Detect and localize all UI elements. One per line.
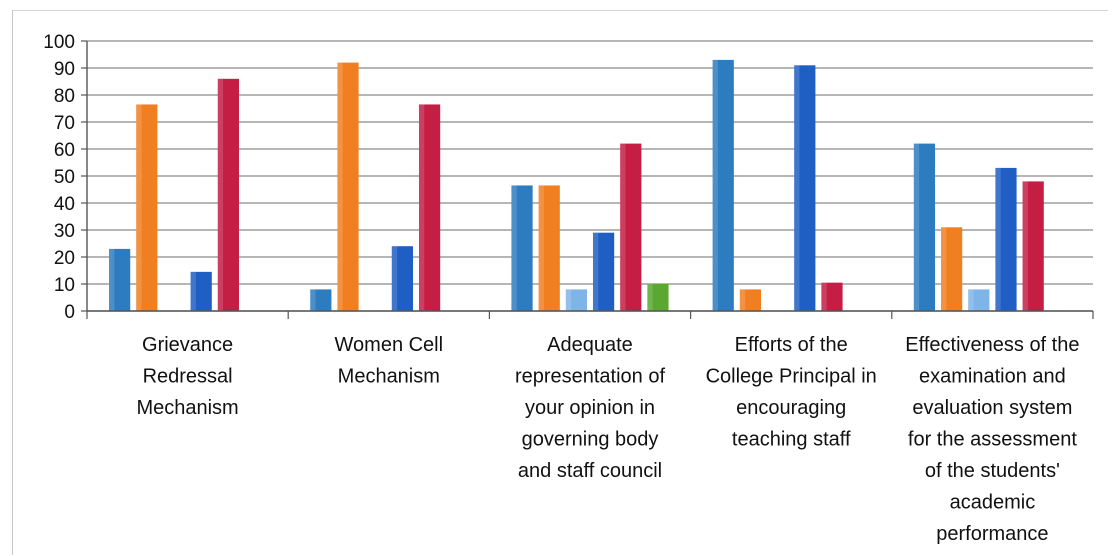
bar-series-2-cat-1	[136, 104, 158, 311]
y-tick-label: 70	[54, 113, 75, 134]
bar-highlight	[337, 62, 343, 311]
x-category-label-line: representation of	[515, 366, 666, 388]
bar-series-1-cat-2	[310, 289, 332, 311]
x-category-label: Women Cell Mechanism	[335, 334, 444, 388]
x-category-label-line: Mechanism	[338, 366, 440, 388]
bar-series-1-cat-4	[712, 59, 734, 312]
x-category-label-line: Efforts of the	[735, 334, 848, 356]
y-tick-label: 0	[64, 302, 75, 323]
x-category-label-line: College Principal in	[706, 366, 877, 388]
bar-highlight	[941, 227, 947, 311]
x-category-label-line: teaching staff	[732, 429, 851, 451]
bar-series-5-cat-4	[821, 282, 843, 311]
y-tick-label: 60	[54, 140, 75, 161]
bar-series-2-cat-3	[538, 185, 560, 311]
x-category-label: Adequate representation of your opinion in…	[515, 334, 666, 482]
y-tick-label: 90	[54, 59, 75, 80]
y-tick-label: 50	[54, 167, 75, 188]
x-category-label-line: academic	[950, 492, 1036, 514]
bar-highlight	[794, 65, 800, 311]
bar-series-3-cat-5	[968, 289, 990, 311]
y-tick-label: 30	[54, 221, 75, 242]
bar-highlight	[391, 246, 398, 311]
bar-highlight	[136, 104, 142, 311]
bar-series-1-cat-3	[511, 185, 533, 311]
x-category-label-line: Grievance	[142, 334, 233, 356]
bar-series-5-cat-5	[1022, 181, 1044, 311]
x-category-label-line: Mechanism	[136, 397, 238, 419]
bar-series-4-cat-1	[190, 271, 212, 311]
y-tick-label: 100	[43, 32, 75, 53]
bar-series-5-cat-1	[217, 78, 239, 311]
bar-highlight	[995, 167, 1001, 311]
bar-series-4-cat-4	[794, 65, 816, 311]
bar-highlight	[190, 271, 196, 311]
bar-highlight	[620, 143, 626, 311]
bar-highlight	[511, 185, 517, 311]
bar-highlight	[565, 289, 572, 311]
y-tick-label: 20	[54, 248, 75, 269]
labels: 0 10 20 30 40 50 60 70 80 90 100 Grievance Redressal…	[43, 32, 1079, 545]
x-category-label-line: and staff council	[518, 460, 662, 482]
bar-series-5-cat-2	[418, 104, 441, 311]
bar-highlight	[913, 143, 920, 311]
bar-highlight	[418, 104, 425, 311]
axes	[81, 40, 1094, 319]
bar-highlight	[538, 185, 544, 311]
bar-series-5-cat-3	[620, 143, 642, 311]
x-category-label-line: Redressal	[143, 366, 233, 388]
bar-highlight	[647, 284, 653, 311]
bar-highlight	[712, 59, 718, 312]
bars	[109, 59, 1044, 312]
x-category-label-line: your opinion in	[525, 397, 655, 419]
x-category-label-line: examination and	[919, 366, 1066, 388]
bar-highlight	[592, 232, 599, 311]
x-category-label-line: performance	[936, 523, 1048, 545]
bar-series-2-cat-4	[739, 289, 762, 311]
x-category-label-line: encouraging	[736, 397, 846, 419]
x-category-label: Grievance Redressal Mechanism	[136, 334, 238, 419]
bar-series-6-cat-3	[647, 284, 669, 311]
x-category-label-line: Adequate	[547, 334, 633, 356]
x-category-label-line: Effectiveness of the	[905, 334, 1079, 356]
y-tick-label: 10	[54, 275, 75, 296]
x-category-label-line: for the assessment	[908, 429, 1077, 451]
x-category-label: Efforts of the College Principal in encour…	[706, 334, 877, 451]
bar-series-1-cat-1	[109, 248, 131, 311]
x-category-label-line: evaluation system	[912, 397, 1072, 419]
x-category-label-line: governing body	[522, 429, 659, 451]
bar-highlight	[310, 289, 316, 311]
bar-series-4-cat-5	[995, 167, 1017, 311]
bar-chart: 0 10 20 30 40 50 60 70 80 90 100 Grievance Redressal…	[43, 32, 1094, 545]
bar-highlight	[821, 282, 827, 311]
x-category-label: Effectiveness of the examination and evalu…	[905, 334, 1079, 545]
bar-series-3-cat-3	[565, 289, 588, 311]
bar-series-4-cat-2	[391, 246, 413, 311]
bar-series-2-cat-5	[941, 227, 963, 311]
x-category-label-line: of the students'	[925, 460, 1060, 482]
bar-series-1-cat-5	[913, 143, 936, 311]
bar-highlight	[109, 248, 115, 311]
bar-highlight	[968, 289, 974, 311]
bar-highlight	[739, 289, 746, 311]
bar-highlight	[1022, 181, 1028, 311]
chart-frame: 0 10 20 30 40 50 60 70 80 90 100 Grievance Redressal…	[12, 10, 1108, 555]
bar-highlight	[217, 78, 224, 311]
bar-series-2-cat-2	[337, 62, 359, 311]
bar-series-4-cat-3	[592, 232, 615, 311]
y-tick-label: 40	[54, 194, 75, 215]
gridlines	[87, 40, 1093, 312]
y-tick-label: 80	[54, 86, 75, 107]
x-category-label-line: Women Cell	[335, 334, 444, 356]
